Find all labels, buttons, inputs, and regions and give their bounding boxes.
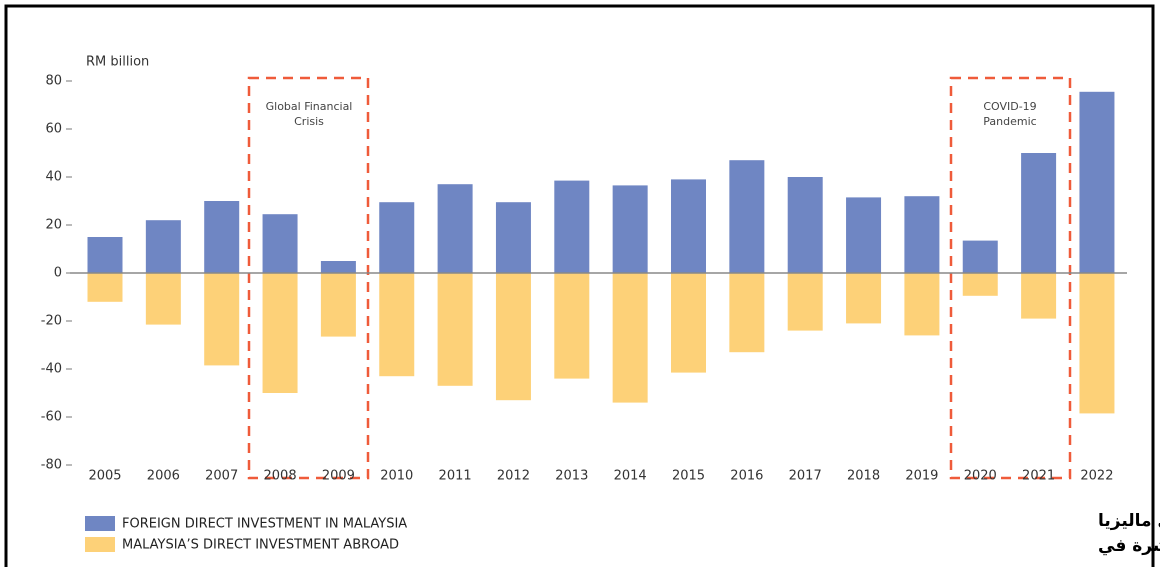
bar xyxy=(962,273,998,296)
bar xyxy=(320,273,356,337)
x-tick-label: 2014 xyxy=(614,469,647,484)
x-tick-label: 2011 xyxy=(439,469,472,484)
caption: الاستثمارات الماليزية المباشرة في xyxy=(1098,536,1160,556)
bar xyxy=(145,220,181,273)
x-tick-label: 2005 xyxy=(88,469,121,484)
bar xyxy=(495,202,531,273)
bar xyxy=(1079,273,1115,414)
bar xyxy=(729,273,765,353)
y-axis-label: RM billion xyxy=(86,55,149,70)
bar xyxy=(145,273,181,325)
bar xyxy=(437,184,473,273)
bar xyxy=(729,160,765,273)
annotation: Pandemic xyxy=(983,115,1036,128)
bar xyxy=(379,273,415,377)
x-tick-label: 2006 xyxy=(147,469,180,484)
x-tick-label: 2019 xyxy=(905,469,938,484)
x-tick-label: 2009 xyxy=(322,469,355,484)
x-tick-label: 2015 xyxy=(672,469,705,484)
bar xyxy=(671,273,706,373)
bar xyxy=(846,273,882,324)
annotation: COVID-19 xyxy=(983,100,1036,113)
bar xyxy=(437,273,473,386)
bar xyxy=(787,177,823,273)
bar xyxy=(1021,273,1057,319)
bar xyxy=(554,273,590,379)
x-tick-label: 2012 xyxy=(497,469,530,484)
bar xyxy=(262,214,298,273)
bar xyxy=(671,179,706,273)
bar xyxy=(204,201,240,273)
x-tick-label: 2022 xyxy=(1080,469,1113,484)
legend-swatch xyxy=(85,516,115,531)
x-tick-label: 2007 xyxy=(205,469,238,484)
x-tick-label: 2021 xyxy=(1022,469,1055,484)
y-tick-label: -60 xyxy=(41,410,62,425)
x-tick-label: 2017 xyxy=(789,469,822,484)
bar xyxy=(320,261,356,273)
y-tick-label: 80 xyxy=(45,74,62,89)
y-tick-label: -40 xyxy=(41,362,62,377)
caption: الاستثمار الأجنبي المباشر في ماليزيا xyxy=(1098,510,1160,531)
annotation: Crisis xyxy=(294,115,324,128)
bar xyxy=(554,180,590,273)
y-tick-label: 0 xyxy=(54,266,62,281)
x-tick-label: 2020 xyxy=(964,469,997,484)
y-tick-label: 40 xyxy=(45,170,62,185)
bar xyxy=(612,273,648,403)
highlight-box xyxy=(949,76,1072,480)
bar xyxy=(495,273,531,401)
bar xyxy=(87,273,123,302)
bar xyxy=(204,273,240,366)
bar xyxy=(1021,153,1057,273)
legend-label: FOREIGN DIRECT INVESTMENT IN MALAYSIA xyxy=(122,517,407,532)
y-tick-label: 60 xyxy=(45,122,62,137)
bar xyxy=(87,237,123,273)
bar xyxy=(787,273,823,331)
legend-swatch xyxy=(85,537,115,552)
y-tick-label: 20 xyxy=(45,218,62,233)
bar xyxy=(612,185,648,273)
legend-label: MALAYSIA’S DIRECT INVESTMENT ABROAD xyxy=(122,538,399,553)
bar xyxy=(962,240,998,273)
annotation: Global Financial xyxy=(266,100,353,113)
bar xyxy=(846,197,882,273)
highlight-box xyxy=(247,76,370,480)
x-tick-label: 2010 xyxy=(380,469,413,484)
y-tick-label: -20 xyxy=(41,314,62,329)
bar xyxy=(262,273,298,393)
x-tick-label: 2013 xyxy=(555,469,588,484)
x-tick-label: 2018 xyxy=(847,469,880,484)
x-tick-label: 2016 xyxy=(730,469,763,484)
bar xyxy=(379,202,415,273)
bar xyxy=(904,196,940,273)
bar xyxy=(904,273,940,336)
x-tick-label: 2008 xyxy=(264,469,297,484)
y-tick-label: -80 xyxy=(41,458,62,473)
bar xyxy=(1079,91,1115,273)
